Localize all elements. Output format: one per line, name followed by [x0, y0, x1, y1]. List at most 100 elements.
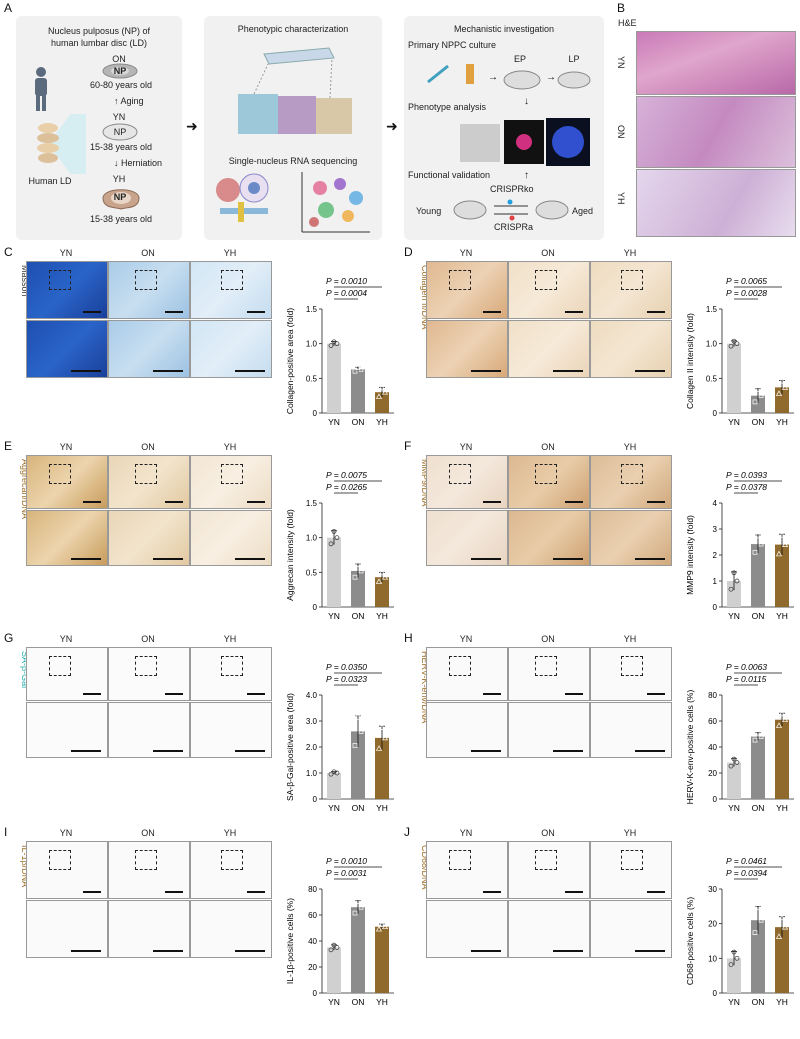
zoom-region-box	[621, 850, 643, 870]
snrna-seq-icon	[216, 172, 370, 233]
data-point	[352, 368, 358, 374]
data-point	[775, 933, 783, 939]
bar-yh	[375, 926, 389, 993]
panel-letter-h: H	[404, 631, 413, 645]
panel-c-bar-chart: Collagen-positive area (fold) 0 0.5 1.0 1.5 Y…	[285, 276, 394, 427]
panel-e-yh-overview-image	[190, 455, 272, 509]
data-point	[328, 541, 334, 547]
aged-label: Aged	[572, 206, 594, 216]
data-point	[381, 573, 389, 580]
panel-h-bar-chart: HERV-K-env-positive cells (%) 0 20 40 60 80 YN…	[685, 662, 794, 813]
zoom-region-box	[449, 850, 471, 870]
y-tick-label: 2.0	[306, 743, 318, 752]
panel-g-yn-overview-image	[26, 647, 108, 701]
p-value-bottom: P = 0.0378	[726, 482, 767, 492]
scale-bar	[165, 501, 183, 503]
zoom-region-box	[135, 464, 157, 484]
data-point	[355, 898, 361, 904]
zoom-region-box	[449, 656, 471, 676]
data-point	[755, 387, 761, 392]
y-tick-label: 0	[313, 409, 318, 418]
data-point	[734, 955, 740, 961]
aging-label: ↑ Aging	[114, 96, 144, 106]
phenotype-analysis-label: Phenotype analysis	[408, 102, 487, 112]
zoom-region-box	[535, 850, 557, 870]
x-tick-label-yn: YN	[328, 417, 340, 427]
panel-letter-f: F	[404, 439, 412, 453]
scale-bar	[83, 693, 101, 695]
phenotype-images-icon	[460, 118, 590, 166]
bar-yh	[775, 544, 789, 607]
panel-c-yh-zoom-image	[190, 320, 272, 378]
scale-bar	[83, 501, 101, 503]
scale-bar	[235, 950, 265, 952]
panel-h-yh-zoom-image	[590, 702, 672, 758]
box1-title-line1: Nucleus pulposus (NP) of	[47, 26, 151, 36]
bar-on	[751, 920, 765, 993]
data-point	[775, 722, 783, 728]
scale-bar	[83, 891, 101, 893]
human-figure-icon	[35, 67, 47, 111]
y-tick-label: 20	[708, 769, 717, 778]
herniation-text: Herniation	[121, 158, 163, 168]
p-value-top: P = 0.0010	[326, 856, 367, 866]
panel-letter-g: G	[4, 631, 14, 645]
data-point	[731, 338, 737, 344]
data-point	[334, 535, 340, 541]
data-point	[731, 949, 737, 955]
scale-bar	[635, 750, 665, 752]
scale-bar	[235, 750, 265, 752]
scale-bar	[471, 558, 501, 560]
bar-yn	[327, 947, 341, 993]
scale-bar	[71, 750, 101, 752]
yh-label: YH	[112, 174, 126, 184]
zoom-region-box	[49, 850, 71, 870]
p-value-top: P = 0.0065	[726, 276, 767, 286]
zoom-region-box	[135, 270, 157, 290]
panel-i-bar-chart: IL-1β-positive cells (%) 0 20 40 60 80 YN ON YH P…	[285, 856, 394, 1007]
scale-bar	[647, 693, 665, 695]
data-point	[375, 393, 383, 399]
scale-bar	[483, 311, 501, 313]
data-point	[331, 529, 337, 534]
data-point	[728, 962, 734, 967]
box2-title: Phenotypic characterization	[237, 24, 349, 34]
data-point	[781, 716, 789, 723]
data-point	[355, 562, 361, 568]
y-tick-label: 1.0	[306, 769, 318, 778]
scale-bar	[647, 501, 665, 503]
p-value-top: P = 0.0063	[726, 662, 767, 672]
x-tick-label-on: ON	[352, 997, 365, 1007]
panel-d-on-zoom-image	[508, 320, 590, 378]
scale-bar	[71, 950, 101, 952]
panel-letter-b: B	[617, 1, 626, 15]
p-value-top: P = 0.0461	[726, 856, 767, 866]
lp-label: LP	[568, 54, 580, 64]
scale-bar	[235, 370, 265, 372]
panel-i-on-zoom-image	[108, 900, 190, 958]
x-tick-label-yn: YN	[728, 803, 740, 813]
panel-f-col-header-yh: YH	[623, 442, 637, 452]
p-value-top: P = 0.0350	[326, 662, 367, 672]
panel-f-col-header-on: ON	[541, 442, 555, 452]
panel-f-col-header-yn: YN	[459, 442, 473, 452]
ep-label: EP	[513, 54, 526, 64]
on-label: ON	[112, 54, 126, 64]
crispra-label: CRISPRa	[494, 222, 534, 232]
scale-bar	[247, 501, 265, 503]
y-tick-label: 0	[313, 603, 318, 612]
panel-e-on-overview-image	[108, 455, 190, 509]
scale-bar	[553, 370, 583, 372]
functional-validation-label: Functional validation	[408, 170, 491, 180]
y-tick-label: 1.0	[306, 340, 318, 349]
scale-bar	[483, 693, 501, 695]
panel-h-col-header-yn: YN	[459, 634, 473, 644]
panel-letter-j: J	[404, 825, 410, 839]
box3-title: Mechanistic investigation	[453, 24, 555, 34]
spine-icon	[37, 114, 86, 174]
schema-box-mechanism: Mechanistic investigation Primary NPPC c…	[404, 16, 604, 240]
scale-bar	[71, 370, 101, 372]
y-tick-label: 40	[308, 937, 317, 946]
scale-bar	[247, 311, 265, 313]
np-yn-label: NP	[113, 127, 127, 137]
